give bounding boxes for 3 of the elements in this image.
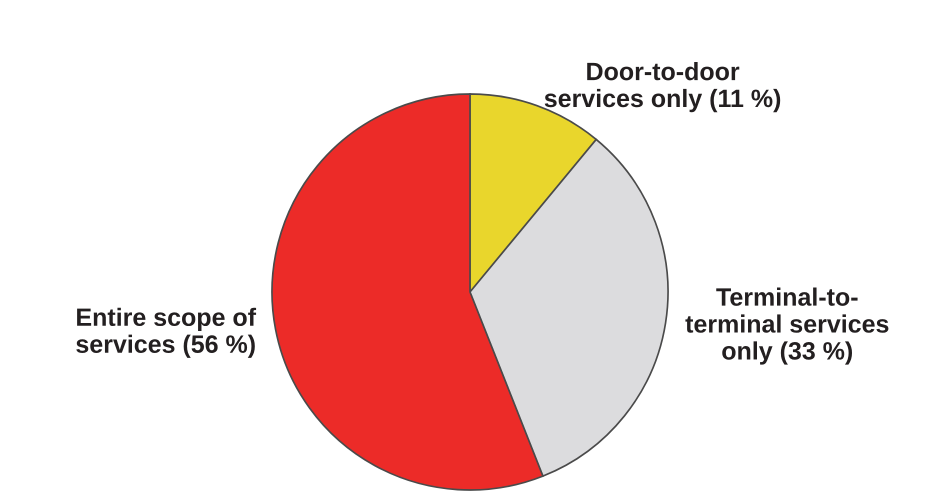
slice-label: Terminal-to- terminal services only (33 %) xyxy=(685,287,888,365)
slice-label: Entire scope of services (56 %) xyxy=(76,308,256,358)
slice-label: Door-to-door services only (11 %) xyxy=(544,62,780,112)
